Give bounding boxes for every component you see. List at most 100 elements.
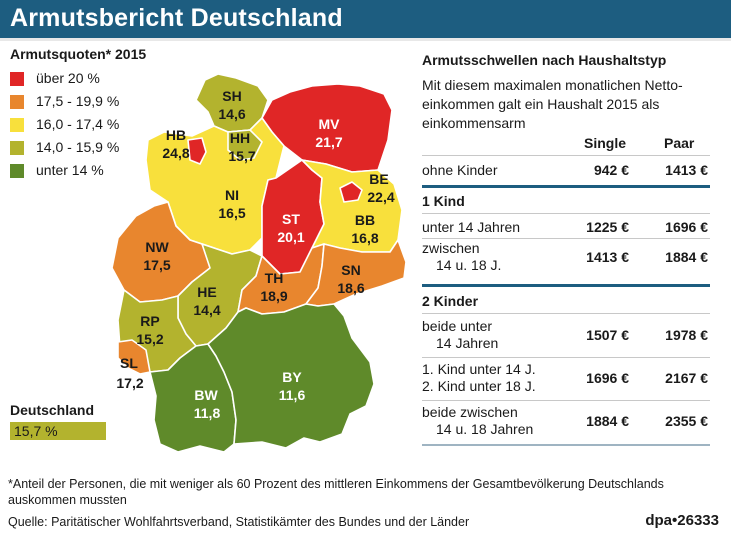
label-by-code: BY	[282, 369, 302, 385]
legend-label: 17,5 - 19,9 %	[36, 93, 120, 109]
label-by-value: 11,6	[279, 387, 306, 403]
row-label: beide zwischen	[422, 404, 518, 420]
page-title: Armutsbericht Deutschland	[10, 4, 343, 32]
germany-total-bar	[10, 422, 106, 440]
row-single-value: 942 €	[593, 162, 629, 178]
label-mv-code: MV	[319, 116, 341, 132]
label-th-code: TH	[265, 270, 284, 286]
row-paar-value: 2167 €	[665, 370, 708, 386]
table-rule	[422, 444, 710, 446]
row-paar-value: 1884 €	[665, 249, 708, 265]
row-label: 14 u. 18 J.	[436, 257, 502, 273]
section-title-1-kind: 1 Kind	[422, 193, 465, 209]
legend-label: unter 14 %	[36, 162, 104, 178]
panel-intro: Mit diesem maximalen monatlichen Netto-e…	[422, 77, 683, 131]
section-rule	[422, 185, 710, 188]
legend-swatch	[10, 118, 24, 132]
legend-title: Armutsquoten* 2015	[10, 46, 147, 62]
legend-label: über 20 %	[36, 70, 100, 86]
label-st-code: ST	[282, 211, 300, 227]
label-hh-value: 15,7	[228, 148, 255, 164]
state-hh	[227, 129, 263, 161]
row-paar-value: 1978 €	[665, 327, 708, 343]
label-sh-value: 14,6	[218, 106, 245, 122]
label-mv-value: 21,7	[315, 134, 342, 150]
state-be	[339, 181, 363, 203]
row-label: 14 Jahren	[436, 335, 499, 351]
legend-swatch	[10, 95, 24, 109]
agency-credit: dpa•26333	[645, 512, 719, 529]
label-sn-value: 18,6	[337, 280, 364, 296]
footnote: *Anteil der Personen, die mit weniger al…	[8, 477, 664, 507]
legend-item: unter 14 %	[10, 162, 170, 180]
label-bw-value: 11,8	[194, 405, 221, 421]
table-rule	[422, 400, 710, 401]
row-label: zwischen	[422, 240, 480, 256]
row-label: beide unter	[422, 318, 493, 334]
row-single-value: 1225 €	[586, 219, 629, 235]
col-header-single: Single	[584, 135, 627, 151]
label-nw-value: 17,5	[143, 257, 170, 273]
row-paar-value: 1696 €	[665, 219, 708, 235]
state-by	[207, 303, 375, 449]
row-paar-value: 2355 €	[665, 413, 708, 429]
row-single-value: 1507 €	[586, 327, 629, 343]
label-ni-value: 16,5	[218, 205, 245, 221]
table-rule	[422, 238, 710, 239]
label-sn-code: SN	[341, 262, 360, 278]
label-rp-code: RP	[140, 313, 159, 329]
row-label: unter 14 Jahren	[422, 219, 521, 235]
row-label: 14 u. 18 Jahren	[436, 421, 534, 437]
state-mv	[261, 83, 393, 173]
source-line: Quelle: Paritätischer Wohlfahrtsverband,…	[8, 515, 470, 529]
label-be-value: 22,4	[367, 189, 394, 205]
table-rule	[422, 155, 710, 156]
row-single-value: 1884 €	[586, 413, 629, 429]
legend-swatch	[10, 164, 24, 178]
legend-item: 16,0 - 17,4 %	[10, 116, 170, 134]
legend-label: 14,0 - 15,9 %	[36, 139, 120, 155]
panel-title: Armutsschwellen nach Haushaltstyp	[422, 52, 667, 68]
label-bb-code: BB	[355, 212, 375, 228]
legend-swatch	[10, 72, 24, 86]
table-rule	[422, 213, 710, 214]
row-label: 2. Kind unter 18 J.	[422, 378, 536, 394]
row-single-value: 1696 €	[586, 370, 629, 386]
col-header-paar: Paar	[664, 135, 695, 151]
germany-total-label: Deutschland	[10, 402, 95, 418]
section-title-2-kinder: 2 Kinder	[422, 293, 479, 309]
label-hb-code: HB	[166, 127, 186, 143]
table-rule	[422, 357, 710, 358]
header-divider	[0, 38, 731, 41]
label-hh-code: HH	[230, 130, 250, 146]
row-label: 1. Kind unter 14 J.	[422, 361, 536, 377]
state-sn	[305, 239, 407, 307]
legend-item: 14,0 - 15,9 %	[10, 139, 170, 157]
label-th-value: 18,9	[260, 288, 287, 304]
label-sl-value: 17,2	[116, 375, 143, 391]
section-rule	[422, 284, 710, 287]
legend-swatch	[10, 141, 24, 155]
label-bw-code: BW	[194, 387, 218, 403]
legend-item: 17,5 - 19,9 %	[10, 93, 170, 111]
state-sl	[117, 339, 151, 375]
label-he-code: HE	[197, 284, 216, 300]
label-bb-value: 16,8	[351, 230, 378, 246]
label-rp-value: 15,2	[136, 331, 163, 347]
label-he-value: 14,4	[193, 302, 220, 318]
header-bar: Armutsbericht Deutschland	[0, 0, 731, 38]
table-rule	[422, 313, 710, 314]
label-nw-code: NW	[145, 239, 169, 255]
legend-item: über 20 %	[10, 70, 170, 88]
legend-label: 16,0 - 17,4 %	[36, 116, 120, 132]
row-label: ohne Kinder	[422, 162, 498, 178]
label-sh-code: SH	[222, 88, 241, 104]
row-paar-value: 1413 €	[665, 162, 708, 178]
label-sl-code: SL	[120, 355, 138, 371]
row-single-value: 1413 €	[586, 249, 629, 265]
label-hb-value: 24,8	[162, 145, 189, 161]
state-hb	[187, 137, 207, 165]
germany-total-value: 15,7 %	[14, 423, 58, 439]
label-st-value: 20,1	[277, 229, 304, 245]
